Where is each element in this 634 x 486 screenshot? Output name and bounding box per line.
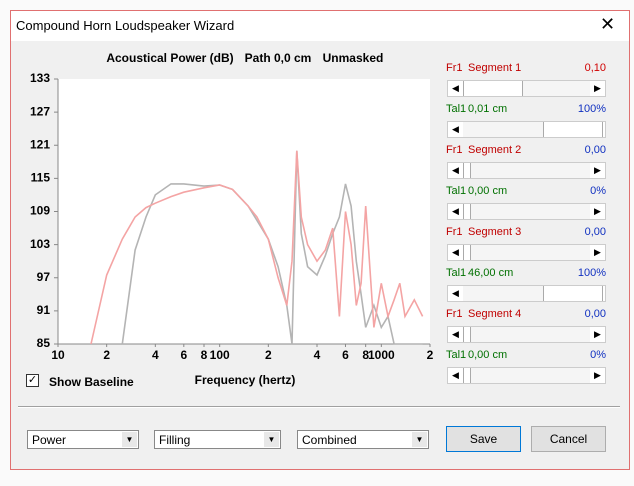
slider-value: 100% [577, 103, 606, 115]
scrollbar-part[interactable] [463, 368, 471, 383]
x-tick-label: 8 [201, 348, 208, 362]
y-tick-label: 127 [30, 104, 50, 118]
scrollbar-part[interactable] [463, 245, 471, 260]
scrollbar[interactable]: ◀▶ [447, 203, 606, 220]
slider-label: 46,00 cm [468, 267, 514, 279]
chart-title: Acoustical Power (dB) [106, 51, 233, 65]
scrollbar[interactable]: ◀▶ [447, 162, 606, 179]
x-tick-label: 10 [51, 348, 65, 362]
scrollbar-part[interactable]: ◀ [448, 327, 463, 342]
dropdown-value: Combined [302, 433, 357, 447]
cancel-button[interactable]: Cancel [531, 426, 606, 452]
slider-label: Segment 1 [468, 62, 522, 74]
slider-value: 100% [577, 267, 606, 279]
dropdown-value: Power [32, 433, 67, 447]
scrollbar-part[interactable] [543, 122, 603, 137]
y-tick-label: 91 [37, 303, 51, 317]
scrollbar-part[interactable]: ▶ [590, 327, 605, 342]
y-tick-label: 109 [30, 204, 50, 218]
window-title: Compound Horn Loudspeaker Wizard [16, 18, 235, 33]
slider-value: 0,00 [584, 308, 606, 320]
annotation: Unmasked [323, 51, 384, 65]
slider-label: Segment 4 [468, 308, 522, 320]
scrollbar-part[interactable] [543, 286, 603, 301]
slider-prefix: Fr1 [446, 308, 463, 320]
scrollbar-part[interactable] [463, 327, 471, 342]
scrollbar-part[interactable]: ▶ [590, 163, 605, 178]
scrollbar[interactable]: ◀▶ [447, 80, 606, 97]
slider-label: 0,00 cm [468, 185, 508, 197]
slider-prefix: Tal1 [446, 267, 467, 279]
y-tick-label: 103 [30, 237, 50, 251]
x-tick-label: 4 [152, 348, 159, 362]
scrollbar-part[interactable] [463, 163, 471, 178]
x-tick-label: 2 [103, 348, 110, 362]
slider-value: 0% [590, 185, 606, 197]
scrollbar-part[interactable]: ◀ [448, 245, 463, 260]
slider-prefix: Tal1 [446, 349, 467, 361]
slider-label: 0,00 cm [468, 349, 508, 361]
scrollbar[interactable]: ◀▶ [447, 326, 606, 343]
dropdown[interactable]: Power ▼ [27, 430, 139, 449]
save-button[interactable]: Save [446, 426, 521, 452]
scrollbar-part[interactable] [463, 204, 471, 219]
y-tick-label: 115 [31, 171, 51, 185]
checkbox-label[interactable]: Show Baseline [49, 375, 134, 389]
dropdown[interactable]: Filling ▼ [154, 430, 281, 449]
slider-value: 0,00 [584, 226, 606, 238]
slider-label: 0,01 cm [468, 103, 508, 115]
plot-area [58, 79, 430, 344]
x-tick-label: 6 [342, 348, 349, 362]
data-line [90, 150, 424, 345]
slider-prefix: Fr1 [446, 144, 463, 156]
dropdown[interactable]: Combined ▼ [297, 430, 429, 449]
scrollbar-part[interactable]: ◀ [448, 204, 463, 219]
scrollbar[interactable]: ◀▶ [447, 367, 606, 384]
scrollbar-part[interactable]: ◀ [448, 286, 463, 301]
slider-value: 0,10 [584, 62, 606, 74]
slider-prefix: Tal1 [446, 103, 467, 115]
y-tick-label: 121 [30, 137, 50, 151]
y-tick-label: 85 [37, 336, 51, 350]
x-tick-label: 4 [314, 348, 321, 362]
chart: Acoustical Power (dB) Path 0,0 cm Unmask… [30, 51, 434, 387]
scrollbar-part[interactable]: ▶ [590, 368, 605, 383]
scrollbar[interactable]: ◀▶ [447, 121, 606, 138]
x-tick-label: 1000 [368, 348, 395, 362]
slider-value: 0% [590, 349, 606, 361]
x-tick-label: 2 [265, 348, 272, 362]
checkbox[interactable]: ✓ [26, 374, 39, 387]
x-axis-label: Frequency (hertz) [195, 373, 296, 387]
scrollbar-part[interactable] [463, 81, 523, 96]
scrollbar-part[interactable]: ◀ [448, 122, 463, 137]
data-line [121, 150, 423, 345]
scrollbar-part[interactable]: ◀ [448, 163, 463, 178]
slider-label: Segment 3 [468, 226, 522, 238]
y-tick-label: 133 [30, 71, 50, 85]
scrollbar[interactable]: ◀▶ [447, 244, 606, 261]
x-tick-label: 2 [427, 348, 434, 362]
scrollbar-part[interactable]: ▶ [590, 204, 605, 219]
close-button[interactable]: ✕ [600, 14, 616, 34]
separator [18, 406, 620, 408]
scrollbar-part[interactable]: ▶ [590, 81, 605, 96]
y-tick-label: 97 [37, 270, 51, 284]
slider-prefix: Tal1 [446, 185, 467, 197]
x-tick-label: 6 [180, 348, 187, 362]
x-tick-label: 100 [210, 348, 230, 362]
scrollbar-part[interactable]: ▶ [590, 245, 605, 260]
scrollbar-part[interactable]: ◀ [448, 368, 463, 383]
scrollbar-part[interactable]: ◀ [448, 81, 463, 96]
slider-prefix: Fr1 [446, 226, 463, 238]
dropdown-value: Filling [159, 433, 191, 447]
scrollbar[interactable]: ◀▶ [447, 285, 606, 302]
title-bar [11, 11, 629, 41]
slider-value: 0,00 [584, 144, 606, 156]
slider-label: Segment 2 [468, 144, 522, 156]
x-tick-label: 8 [362, 348, 369, 362]
slider-prefix: Fr1 [446, 62, 463, 74]
annotation: Path 0,0 cm [245, 51, 312, 65]
